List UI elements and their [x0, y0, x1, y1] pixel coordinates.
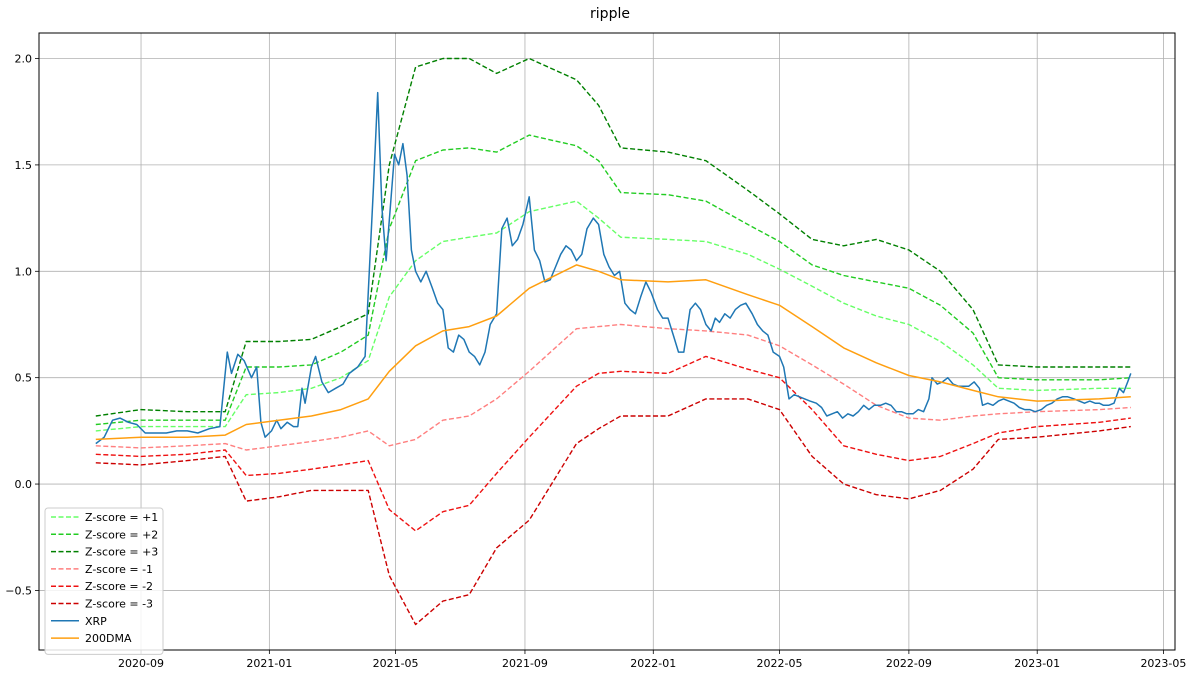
x-tick-label: 2022-09 — [886, 657, 932, 670]
series-line-z-score--3 — [95, 398, 1131, 626]
series-line-z-score--1 — [95, 323, 1131, 451]
legend-label: Z-score = +3 — [85, 546, 158, 559]
legend: Z-score = +1 Z-score = +2 Z-score = +3 Z-sc… — [44, 507, 164, 655]
axes: 2020-09 2021-01 2021-05 2021-09 2022-01 2022-… — [5, 53, 1186, 670]
x-tick-label: 2023-05 — [1140, 657, 1186, 670]
x-tick-label: 2023-01 — [1014, 657, 1060, 670]
series-line-z-score-+2 — [95, 134, 1131, 426]
series-line-z-score-+1 — [95, 200, 1131, 432]
legend-label: Z-score = -3 — [85, 598, 153, 611]
y-tick-label: 1.5 — [15, 159, 33, 172]
series-line-z-score--2 — [95, 355, 1131, 532]
legend-frame — [44, 507, 164, 655]
x-tick-label: 2020-09 — [118, 657, 164, 670]
x-tick-label: 2021-01 — [246, 657, 292, 670]
y-tick-label: 0.5 — [15, 372, 33, 385]
series-line-xrp — [95, 91, 1132, 445]
plot-area-frame — [38, 32, 1176, 651]
series-line-z-score-+3 — [95, 57, 1131, 417]
x-tick-label: 2021-05 — [373, 657, 419, 670]
y-tick-label: 1.0 — [15, 265, 33, 278]
x-tick-label: 2022-01 — [630, 657, 676, 670]
legend-label: XRP — [85, 615, 107, 628]
legend-label: Z-score = +2 — [85, 528, 158, 541]
x-tick-label: 2021-09 — [502, 657, 548, 670]
legend-label: Z-score = -1 — [85, 563, 153, 576]
series-line-200dma — [95, 264, 1131, 441]
y-tick-label: 0.0 — [15, 478, 33, 491]
series-lines — [95, 57, 1132, 626]
grid-lines — [39, 33, 1175, 650]
y-tick-label: 2.0 — [15, 53, 33, 66]
y-tick-label: −0.5 — [5, 584, 32, 597]
chart-title: ripple — [590, 6, 630, 22]
legend-label: Z-score = +1 — [85, 511, 158, 524]
legend-label: 200DMA — [85, 632, 132, 645]
legend-label: Z-score = -2 — [85, 580, 153, 593]
x-tick-label: 2022-05 — [757, 657, 803, 670]
